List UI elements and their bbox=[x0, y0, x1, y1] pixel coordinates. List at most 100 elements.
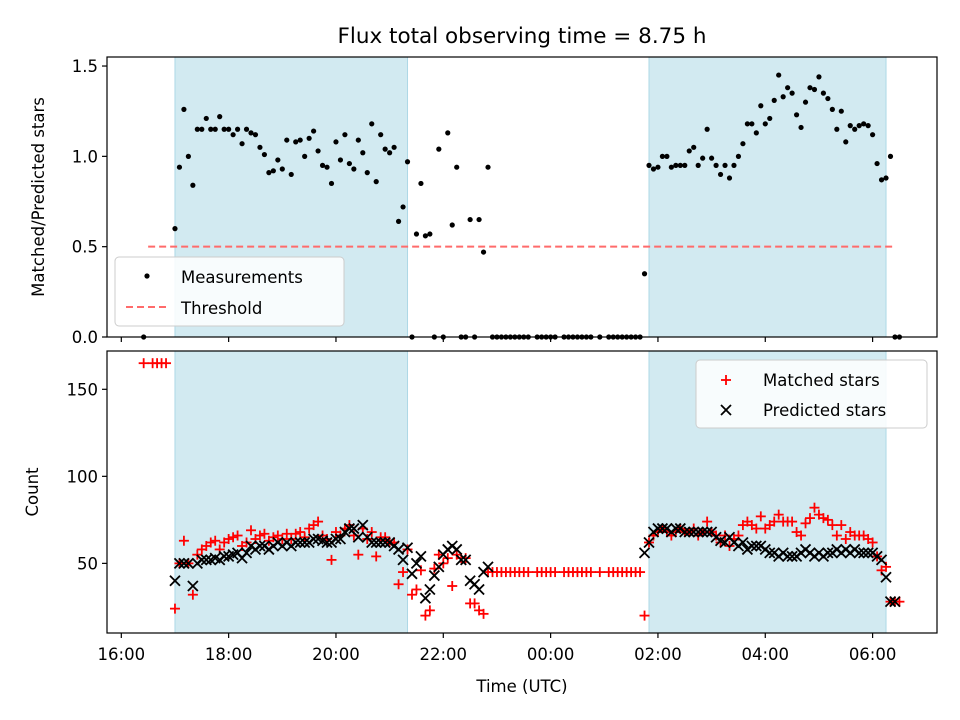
predicted-star-point bbox=[455, 554, 467, 566]
predicted-marker-b bbox=[392, 543, 405, 556]
predicted-marker-b bbox=[334, 533, 347, 545]
measurement-point bbox=[418, 180, 424, 187]
matched-star-point bbox=[254, 530, 265, 541]
predicted-star-point bbox=[330, 533, 342, 545]
predicted-star-point bbox=[375, 536, 387, 549]
matched-star-point bbox=[313, 516, 324, 527]
x-tick-label: 22:00 bbox=[420, 645, 468, 664]
predicted-star-point bbox=[786, 550, 798, 563]
predicted-star-point bbox=[218, 550, 230, 563]
measurement-point bbox=[740, 141, 746, 147]
measurement-point bbox=[369, 121, 375, 127]
measurement-point bbox=[315, 148, 321, 154]
predicted-marker-b bbox=[299, 536, 311, 549]
matched-star-point bbox=[796, 530, 807, 541]
predicted-star-point bbox=[683, 526, 695, 538]
matched-star-point bbox=[836, 520, 847, 531]
measurement-point bbox=[221, 126, 227, 132]
predicted-marker-b bbox=[419, 592, 432, 604]
predicted-marker-b bbox=[169, 575, 181, 587]
matched-star-point bbox=[259, 528, 270, 539]
predicted-marker-b bbox=[656, 522, 669, 535]
shaded-interval bbox=[648, 56, 887, 338]
predicted-star-point bbox=[173, 557, 186, 570]
predicted-marker-b bbox=[746, 540, 758, 552]
measurement-point bbox=[297, 137, 303, 143]
measurement-point bbox=[261, 151, 268, 158]
predicted-star-point bbox=[178, 557, 190, 570]
legend-marker-measurements bbox=[144, 273, 150, 279]
measurement-point bbox=[771, 97, 777, 103]
predicted-star-point bbox=[781, 550, 794, 563]
measurement-point bbox=[762, 121, 768, 127]
measurement-point bbox=[852, 126, 858, 132]
predicted-marker-b bbox=[433, 561, 445, 573]
predicted-star-point bbox=[424, 583, 436, 596]
predicted-star-point bbox=[428, 569, 440, 582]
measurement-point bbox=[333, 139, 339, 145]
measurement-point bbox=[360, 150, 366, 156]
predicted-star-point bbox=[334, 533, 347, 545]
predicted-marker-b bbox=[330, 533, 342, 545]
predicted-star-point bbox=[473, 583, 485, 596]
matched-star-point bbox=[822, 514, 833, 525]
measurement-point bbox=[346, 160, 352, 167]
measurement-point bbox=[355, 137, 361, 143]
matched-star-point bbox=[585, 567, 596, 578]
predicted-marker-b bbox=[321, 536, 333, 549]
predicted-star-point bbox=[169, 575, 181, 587]
predicted-star-point bbox=[379, 536, 391, 549]
predicted-marker-b bbox=[692, 526, 704, 538]
measurement-point bbox=[288, 171, 294, 178]
predicted-star-point bbox=[643, 536, 655, 549]
predicted-marker-b bbox=[182, 557, 195, 570]
measurement-point bbox=[185, 153, 191, 159]
predicted-marker-b bbox=[397, 554, 409, 566]
measurement-point bbox=[659, 153, 666, 159]
predicted-star-point bbox=[187, 580, 199, 592]
predicted-star-point bbox=[697, 526, 709, 538]
y-tick-label: 0.5 bbox=[72, 238, 98, 257]
predicted-marker-b bbox=[875, 554, 888, 566]
predicted-marker-b bbox=[316, 535, 329, 547]
measurement-point bbox=[382, 146, 388, 152]
measurement-point bbox=[641, 271, 648, 277]
y-tick-label: 0.0 bbox=[72, 328, 98, 347]
predicted-marker-b bbox=[697, 526, 709, 538]
matched-star-point bbox=[773, 509, 784, 520]
predicted-marker-b bbox=[178, 557, 190, 570]
predicted-marker-b bbox=[714, 535, 727, 547]
predicted-star-point bbox=[692, 526, 704, 538]
bottom-axes: 50 100 150 16:00 18:00 20:00 22:00 00:00 02:00 04… bbox=[23, 350, 938, 664]
matched-star-point bbox=[594, 567, 605, 578]
measurement-point bbox=[239, 141, 245, 147]
x-tick-label: 16:00 bbox=[98, 645, 146, 664]
predicted-marker-b bbox=[348, 522, 360, 535]
measurement-point bbox=[874, 160, 880, 167]
predicted-marker-b bbox=[679, 526, 691, 538]
measurement-point bbox=[811, 86, 818, 93]
measurement-point bbox=[731, 162, 737, 168]
predicted-star-point bbox=[343, 522, 356, 535]
predicted-marker-b bbox=[652, 522, 664, 535]
y-tick-label: 100 bbox=[67, 467, 99, 486]
predicted-star-point bbox=[392, 543, 405, 556]
legend-label-measurements: Measurements bbox=[181, 268, 303, 287]
x-tick-label: 20:00 bbox=[312, 645, 360, 664]
measurement-point bbox=[726, 175, 733, 181]
predicted-marker-b bbox=[343, 522, 356, 535]
predicted-marker-b bbox=[196, 554, 208, 566]
matched-star-point bbox=[755, 511, 766, 522]
chart-title: Flux total observing time = 8.75 h bbox=[338, 24, 707, 49]
y-tick-label: 150 bbox=[67, 380, 99, 399]
predicted-marker-b bbox=[294, 536, 306, 549]
measurement-point bbox=[373, 179, 379, 185]
matched-star-point bbox=[818, 513, 829, 524]
matched-star-point bbox=[809, 502, 820, 513]
predicted-star-point bbox=[701, 526, 713, 538]
matched-star-point bbox=[353, 549, 364, 560]
matched-star-point bbox=[702, 516, 713, 527]
measurement-point bbox=[686, 148, 692, 154]
matched-star-point bbox=[635, 567, 646, 578]
measurement-point bbox=[275, 157, 281, 163]
